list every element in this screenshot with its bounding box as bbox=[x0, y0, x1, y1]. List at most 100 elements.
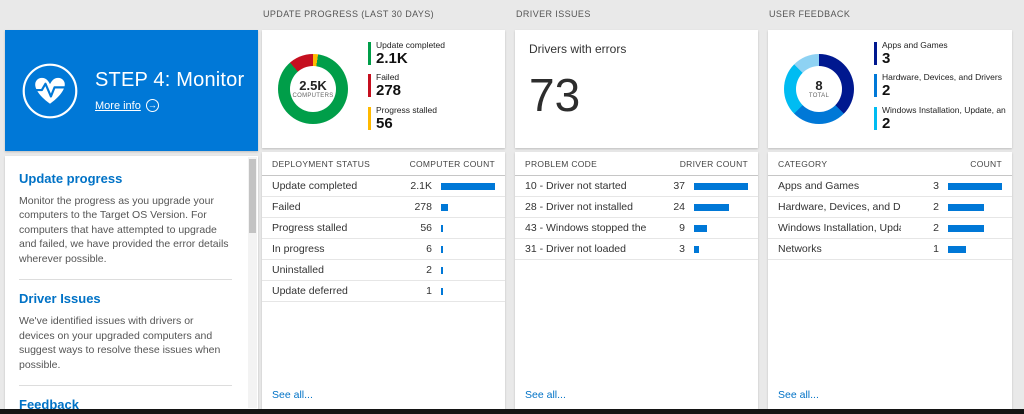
row-label: Failed bbox=[272, 201, 301, 213]
update-progress-donut[interactable]: 2.5K COMPUTERS bbox=[278, 54, 348, 124]
legend-item: Apps and Games 3 bbox=[874, 40, 1006, 67]
update-progress-chart-card: 2.5K COMPUTERS Update completed 2.1K Fai… bbox=[262, 30, 505, 148]
legend-label: Apps and Games bbox=[882, 40, 948, 50]
update-progress-table-card: DEPLOYMENT STATUS COMPUTER COUNT Update … bbox=[262, 152, 505, 409]
row-value: 6 bbox=[426, 243, 432, 255]
update-progress-column: UPDATE PROGRESS (LAST 30 DAYS) 2.5K COMP… bbox=[262, 0, 505, 409]
step-card[interactable]: STEP 4: Monitor More info → bbox=[5, 30, 258, 151]
table-header: CATEGORY COUNT bbox=[768, 152, 1012, 176]
column-label-deployment-status: DEPLOYMENT STATUS bbox=[272, 158, 371, 169]
row-bar bbox=[694, 245, 748, 253]
user-feedback-column: USER FEEDBACK 8 TOTAL Apps and Games 3 H… bbox=[768, 0, 1012, 409]
driver-issues-column: DRIVER ISSUES Drivers with errors 73 PRO… bbox=[515, 0, 758, 409]
user-feedback-chart-card: 8 TOTAL Apps and Games 3 Hardware, Devic… bbox=[768, 30, 1012, 148]
more-info-link[interactable]: More info bbox=[95, 99, 141, 112]
row-bar bbox=[441, 266, 495, 274]
legend-value: 278 bbox=[376, 82, 402, 100]
row-value: 1 bbox=[933, 243, 939, 255]
driver-issues-summary-card: Drivers with errors 73 bbox=[515, 30, 758, 148]
table-header: PROBLEM CODE DRIVER COUNT bbox=[515, 152, 758, 176]
donut-center: 2.5K COMPUTERS bbox=[290, 66, 336, 112]
row-bar bbox=[441, 182, 495, 190]
legend-marker bbox=[368, 106, 371, 130]
donut-center-value: 8 bbox=[815, 77, 823, 93]
row-label: 10 - Driver not started bbox=[525, 180, 627, 192]
row-label: 31 - Driver not loaded bbox=[525, 243, 626, 255]
section-title-update-progress: Update progress bbox=[19, 171, 123, 186]
row-label: 43 - Windows stopped the devi... bbox=[525, 222, 647, 234]
table-row[interactable]: Update completed 2.1K bbox=[262, 176, 505, 197]
legend-label: Progress stalled bbox=[376, 104, 437, 115]
table-row[interactable]: Apps and Games 3 bbox=[768, 176, 1012, 197]
legend-item: Progress stalled 56 bbox=[368, 105, 499, 132]
left-panel: STEP 4: Monitor More info → Update progr… bbox=[5, 0, 258, 409]
drivers-with-errors-label: Drivers with errors bbox=[529, 42, 627, 56]
table-row[interactable]: Windows Installation, Update,... 2 bbox=[768, 218, 1012, 239]
row-bar bbox=[948, 203, 1002, 211]
bottom-bar bbox=[0, 409, 1024, 414]
drivers-with-errors-count: 73 bbox=[529, 69, 581, 121]
see-all-link[interactable]: See all... bbox=[525, 389, 566, 401]
legend-value: 56 bbox=[376, 114, 393, 132]
legend-value: 2.1K bbox=[376, 50, 408, 67]
table-row[interactable]: Networks 1 bbox=[768, 239, 1012, 260]
see-all-link[interactable]: See all... bbox=[272, 389, 313, 401]
arrow-right-icon[interactable]: → bbox=[145, 99, 159, 112]
table-row[interactable]: 10 - Driver not started 37 bbox=[515, 176, 758, 197]
legend-label: Windows Installation, Update, and... bbox=[882, 104, 1006, 115]
row-value: 9 bbox=[679, 222, 685, 234]
table-row[interactable]: Progress stalled 56 bbox=[262, 218, 505, 239]
legend-item: Hardware, Devices, and Drivers 2 bbox=[874, 72, 1006, 99]
row-bar bbox=[441, 287, 495, 295]
row-value: 2 bbox=[933, 201, 939, 213]
row-bar bbox=[694, 182, 748, 190]
row-bar bbox=[694, 224, 748, 232]
user-feedback-legend: Apps and Games 3 Hardware, Devices, and … bbox=[874, 40, 1006, 137]
legend-label: Update completed bbox=[376, 40, 445, 50]
column-header-user-feedback: USER FEEDBACK bbox=[769, 9, 851, 19]
scrollbar[interactable] bbox=[248, 157, 257, 408]
column-label-category: CATEGORY bbox=[778, 158, 828, 169]
description-card: Update progress Monitor the progress as … bbox=[5, 156, 258, 409]
column-label-problem-code: PROBLEM CODE bbox=[525, 158, 598, 169]
donut-center: 8 TOTAL bbox=[796, 66, 842, 112]
row-value: 24 bbox=[673, 201, 685, 213]
update-progress-legend: Update completed 2.1K Failed 278 Progres… bbox=[368, 40, 499, 137]
legend-marker bbox=[874, 74, 877, 98]
table-row[interactable]: 43 - Windows stopped the devi... 9 bbox=[515, 218, 758, 239]
table-row[interactable]: Update deferred 1 bbox=[262, 281, 505, 302]
donut-center-label: TOTAL bbox=[808, 93, 830, 100]
row-label: Progress stalled bbox=[272, 222, 348, 234]
row-label: Networks bbox=[778, 243, 822, 255]
legend-marker bbox=[368, 42, 371, 65]
table-row[interactable]: In progress 6 bbox=[262, 239, 505, 260]
table-row[interactable]: Uninstalled 2 bbox=[262, 260, 505, 281]
table-row[interactable]: Hardware, Devices, and Drivers 2 bbox=[768, 197, 1012, 218]
row-label: Hardware, Devices, and Drivers bbox=[778, 201, 901, 213]
column-label-driver-count: DRIVER COUNT bbox=[679, 158, 748, 169]
user-feedback-donut[interactable]: 8 TOTAL bbox=[784, 54, 854, 124]
table-row[interactable]: 31 - Driver not loaded 3 bbox=[515, 239, 758, 260]
row-value: 2 bbox=[426, 264, 432, 276]
see-all-link[interactable]: See all... bbox=[778, 389, 819, 401]
divider bbox=[19, 385, 232, 387]
scrollbar-thumb[interactable] bbox=[249, 159, 256, 233]
section-title-feedback: Feedback bbox=[19, 397, 79, 409]
column-label-computer-count: COMPUTER COUNT bbox=[409, 158, 495, 169]
row-bar bbox=[948, 245, 1002, 253]
legend-item: Update completed 2.1K bbox=[368, 40, 499, 67]
table-row[interactable]: Failed 278 bbox=[262, 197, 505, 218]
row-value: 56 bbox=[420, 222, 432, 234]
row-value: 3 bbox=[679, 243, 685, 255]
row-value: 37 bbox=[673, 180, 685, 192]
row-value: 1 bbox=[426, 285, 432, 297]
step-title: STEP 4: Monitor bbox=[95, 69, 245, 91]
legend-marker bbox=[874, 106, 877, 130]
row-label: Update completed bbox=[272, 180, 358, 192]
table-row[interactable]: 28 - Driver not installed 24 bbox=[515, 197, 758, 218]
heartbeat-icon bbox=[21, 62, 79, 120]
row-bar bbox=[441, 224, 495, 232]
table-header: DEPLOYMENT STATUS COMPUTER COUNT bbox=[262, 152, 505, 176]
row-label: Apps and Games bbox=[778, 180, 860, 192]
donut-center-value: 2.5K bbox=[299, 77, 327, 93]
